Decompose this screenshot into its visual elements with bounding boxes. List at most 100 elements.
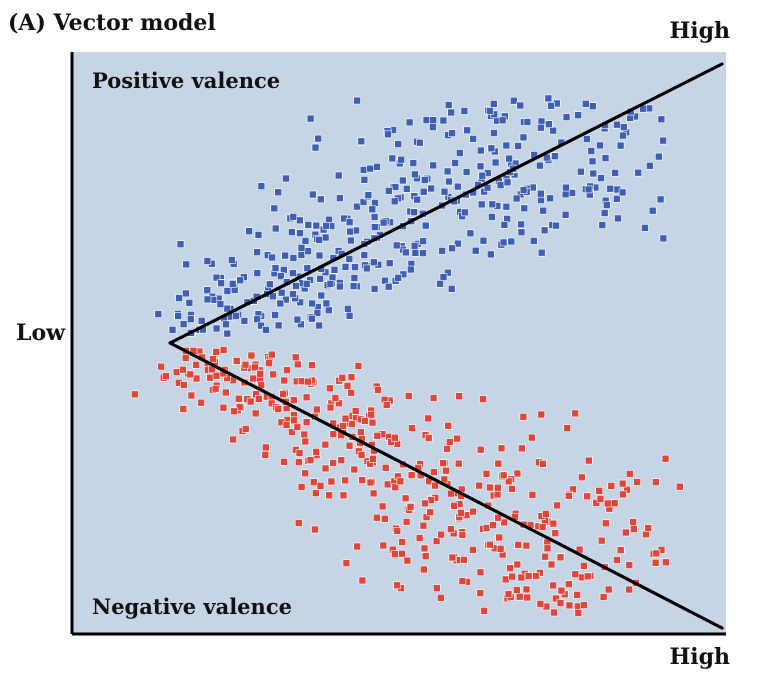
positive-data-point [411,170,419,179]
negative-data-point [246,397,255,406]
negative-data-point [353,542,362,551]
positive-data-point [447,284,456,293]
negative-data-point [329,430,338,439]
positive-data-point [330,265,339,274]
negative-data-point [424,414,432,423]
positive-data-point [613,195,621,203]
positive-data-point [316,274,324,283]
negative-data-point [206,373,214,382]
negative-data-point [321,464,330,473]
positive-data-point [315,321,323,330]
negative-data-point [532,572,540,580]
negative-data-point [311,525,319,534]
positive-data-point [328,273,337,282]
negative-data-point [549,519,558,528]
negative-data-point [402,518,411,526]
positive-data-point [289,254,298,262]
positive-data-point [257,321,265,330]
positive-data-point [317,291,326,300]
negative-data-point [391,483,400,492]
positive-data-point [175,294,183,302]
positive-data-point [223,287,232,295]
positive-data-point [304,247,312,255]
negative-data-point [312,447,321,456]
positive-data-point [322,299,331,308]
positive-data-point [466,229,475,238]
positive-data-point [410,242,419,250]
positive-data-point [436,279,444,288]
positive-data-point [216,300,225,309]
negative-data-point [186,370,195,379]
negative-data-point [398,538,407,546]
negative-data-point [429,394,438,402]
negative-data-point [283,366,291,375]
positive-data-point [306,114,315,123]
positive-data-point [271,264,280,272]
negative-data-point [574,609,583,617]
negative-data-point [341,476,350,485]
positive-data-point [422,116,431,124]
negative-data-point [469,507,477,516]
negative-data-point [219,403,228,412]
positive-data-point [429,161,438,170]
negative-data-point [306,456,315,464]
positive-data-point [536,189,545,198]
positive-data-point [368,205,377,214]
positive-data-point [369,258,378,267]
negative-data-point [476,445,485,454]
positive-data-point [301,237,310,245]
negative-data-point [197,398,205,407]
negative-data-point [579,561,588,570]
negative-data-point [420,565,428,574]
positive-data-point [315,236,324,244]
negative-data-point [181,354,190,362]
positive-data-point [517,220,525,229]
negative-data-point [366,478,375,487]
positive-data-point [603,201,611,209]
positive-data-point [370,213,379,221]
negative-data-point [497,444,506,453]
negative-data-point [339,422,347,430]
negative-data-point [219,346,228,354]
positive-data-point [587,147,596,155]
negative-data-point [373,513,381,522]
negative-data-point [295,449,304,457]
negative-data-point [289,396,298,404]
positive-data-point [217,279,225,288]
negative-data-point [280,376,288,385]
positive-data-point [659,234,668,243]
positive-data-point [345,311,354,320]
positive-data-point [268,253,276,262]
positive-data-point [313,309,322,317]
negative-data-point [583,492,591,501]
positive-data-point [606,184,615,193]
positive-data-point [407,265,415,274]
negative-data-point [351,407,360,415]
positive-data-point [388,154,397,163]
negative-data-point [350,465,359,474]
negative-data-point [573,591,581,599]
negative-data-point [556,599,565,607]
positive-data-point [574,111,582,119]
negative-data-point [229,435,237,444]
positive-data-point [253,315,261,324]
negative-data-point [261,443,270,452]
positive-data-point [203,295,212,304]
positive-data-point [463,126,472,135]
negative-data-point [192,374,201,383]
negative-data-point [621,528,630,537]
positive-data-point [429,123,437,131]
negative-data-point [379,541,388,550]
negative-data-point [381,463,390,472]
positive-data-point [419,237,427,245]
positive-data-point [222,320,230,329]
negative-data-point [524,572,533,580]
negative-data-point [269,370,277,379]
positive-data-point [391,183,400,191]
negative-data-point [437,530,445,539]
positive-data-point [373,163,381,171]
positive-data-point [444,268,452,277]
negative-data-point [354,362,363,370]
positive-data-point [584,185,593,194]
negative-data-point [251,363,259,372]
